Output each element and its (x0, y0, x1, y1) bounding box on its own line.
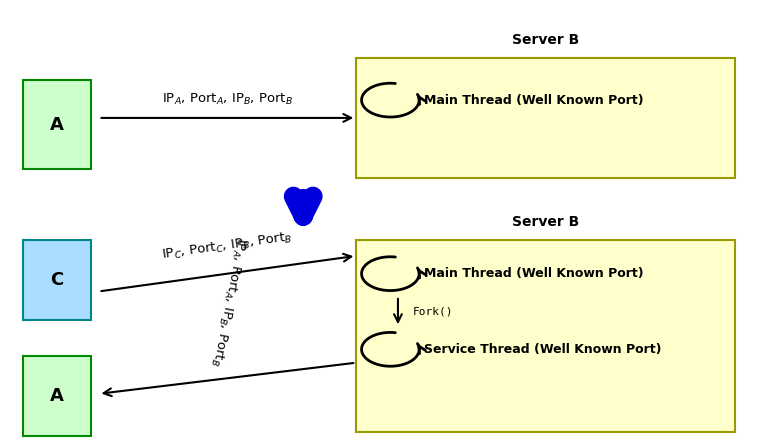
Text: A: A (50, 387, 64, 405)
Text: Server B: Server B (512, 215, 579, 229)
Text: Main Thread (Well Known Port): Main Thread (Well Known Port) (424, 267, 644, 280)
FancyBboxPatch shape (356, 240, 735, 432)
Text: Fork(): Fork() (413, 307, 453, 316)
Text: Service Thread (Well Known Port): Service Thread (Well Known Port) (424, 343, 662, 356)
Text: IP$_A$, Port$_A$, IP$_B$, Port$_B$: IP$_A$, Port$_A$, IP$_B$, Port$_B$ (208, 236, 247, 367)
FancyBboxPatch shape (23, 80, 91, 169)
Text: C: C (50, 271, 64, 289)
FancyBboxPatch shape (23, 240, 91, 320)
Text: Main Thread (Well Known Port): Main Thread (Well Known Port) (424, 93, 644, 107)
Text: IP$_C$, Port$_C$, IP$_B$, Port$_B$: IP$_C$, Port$_C$, IP$_B$, Port$_B$ (161, 230, 293, 263)
FancyBboxPatch shape (23, 356, 91, 436)
Text: A: A (50, 116, 64, 134)
Text: Server B: Server B (512, 33, 579, 47)
FancyBboxPatch shape (356, 58, 735, 178)
Text: IP$_A$, Port$_A$, IP$_B$, Port$_B$: IP$_A$, Port$_A$, IP$_B$, Port$_B$ (162, 92, 293, 107)
